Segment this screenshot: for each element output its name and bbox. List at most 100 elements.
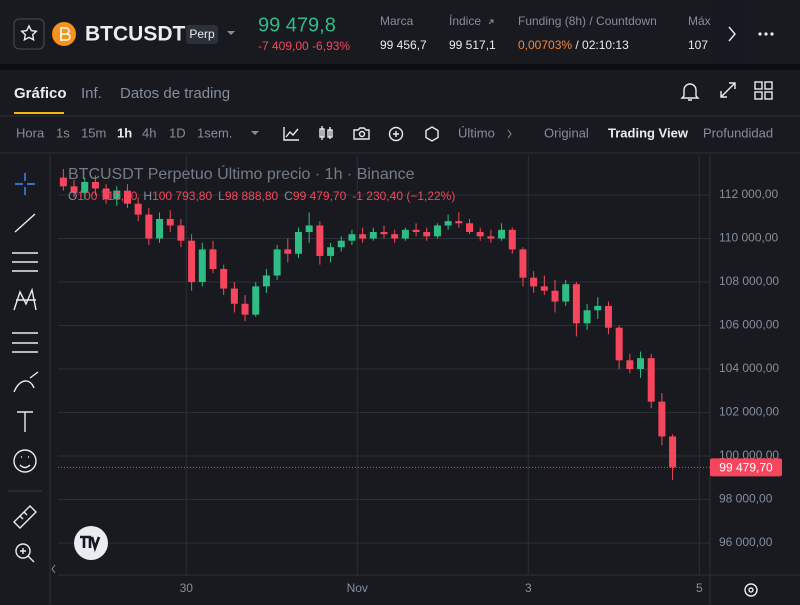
candle-body — [241, 303, 249, 315]
interval[interactable]: 1s — [56, 125, 70, 140]
collapse-toolbar[interactable] — [51, 564, 56, 574]
symbol-dropdown[interactable] — [227, 31, 235, 35]
candle-body — [81, 181, 89, 193]
price-type[interactable]: Último — [458, 125, 495, 140]
candle-body — [230, 288, 238, 304]
indicator-icon[interactable] — [283, 127, 299, 141]
crosshair-tool[interactable] — [15, 173, 35, 195]
interval-dropdown[interactable] — [251, 131, 259, 135]
funding-value: 0,00703% / 02:10:13 — [518, 38, 629, 52]
candle-body — [359, 234, 367, 239]
interval[interactable]: Hora — [16, 125, 45, 140]
price-type-arrow — [507, 129, 512, 139]
candle-body — [166, 218, 174, 226]
candle-body — [487, 236, 495, 239]
candle-body — [401, 229, 409, 239]
y-tick-label: 106 000,00 — [719, 318, 779, 332]
candle-body — [145, 214, 153, 239]
scroll-right[interactable] — [728, 26, 736, 42]
y-tick-label: 112 000,00 — [719, 187, 778, 201]
interval[interactable]: 4h — [142, 125, 156, 140]
x-tick-label: 3 — [525, 581, 532, 595]
ohlc-value: 98 888,80 — [225, 189, 279, 203]
x-tick-label: 5 — [696, 581, 703, 595]
candle-body — [337, 240, 345, 248]
y-tick-label: 108 000,00 — [719, 274, 779, 288]
candle-body — [348, 234, 356, 241]
candle-body — [177, 225, 185, 241]
fade — [712, 0, 748, 64]
candle-body — [508, 229, 516, 250]
current-price-label: 99 479,70 — [719, 461, 773, 475]
fib-tool[interactable] — [12, 252, 38, 272]
candle-body — [198, 249, 206, 283]
ohlc-value: 100 710,00 — [77, 189, 137, 203]
zoom-tool[interactable] — [15, 543, 31, 559]
screenshot-icon[interactable] — [353, 127, 370, 140]
tab[interactable]: Datos de trading — [120, 85, 230, 102]
view-tab[interactable]: Profundidad — [703, 125, 773, 140]
text-tool[interactable] — [17, 411, 33, 432]
ohlc-value: 99 479,70 — [293, 189, 347, 203]
interval[interactable]: 1sem. — [197, 125, 232, 140]
candle-body — [252, 286, 260, 315]
interval-bar: Hora 1s 15m 1h 4h 1D 1sem. — [16, 125, 232, 140]
candle-body — [572, 284, 580, 324]
drawing-toolbar — [8, 173, 42, 563]
tv-logo — [74, 526, 108, 560]
candle-body — [273, 249, 281, 276]
candle-body — [540, 286, 548, 291]
layout-icon[interactable] — [754, 81, 773, 100]
projection-tool[interactable] — [12, 332, 38, 353]
candle-body — [156, 218, 164, 239]
add-icon[interactable] — [388, 126, 404, 142]
settings-icon[interactable] — [425, 126, 439, 142]
axis-settings[interactable] — [744, 583, 758, 597]
view-tab[interactable]: Original — [544, 125, 589, 140]
candle-body — [369, 231, 377, 239]
pattern-tool[interactable] — [13, 287, 37, 311]
candle-body — [626, 360, 634, 370]
stat-value: 107 — [688, 38, 708, 52]
alert-icon[interactable] — [680, 83, 700, 101]
interval[interactable]: 1D — [169, 125, 186, 140]
more-button[interactable] — [758, 32, 774, 36]
trendline-tool[interactable] — [14, 213, 36, 233]
candle-body — [583, 310, 591, 324]
tab-active[interactable]: Gráfico — [14, 85, 67, 102]
contract-badge — [186, 25, 218, 44]
candle-type-icon[interactable] — [319, 126, 333, 140]
candle-body — [391, 234, 399, 239]
x-tick-label: 30 — [180, 581, 194, 595]
expand-icon[interactable] — [720, 82, 736, 98]
candle-body — [594, 305, 602, 311]
tab[interactable]: Inf. — [81, 85, 102, 102]
interval[interactable]: 15m — [81, 125, 106, 140]
candle-body — [647, 358, 655, 402]
candle-body — [123, 190, 131, 204]
stat-label: Índice — [449, 13, 481, 28]
symbol[interactable]: BTCUSDT — [85, 23, 185, 46]
ruler-tool[interactable] — [13, 505, 37, 529]
stat-value: 99 517,1 — [449, 38, 496, 52]
candle-body — [262, 275, 270, 287]
candle-body — [113, 190, 121, 200]
contract: Perp — [189, 27, 215, 41]
candle-body — [658, 401, 666, 437]
last-price: 99 479,8 — [258, 14, 336, 36]
legend-change: -1 230,40 (−1,22%) — [352, 189, 455, 203]
candle-body — [327, 247, 335, 256]
emoji-tool[interactable] — [13, 449, 37, 473]
candle-body — [615, 327, 623, 361]
stat-label: Máx — [688, 14, 711, 28]
favorite-button[interactable] — [13, 18, 45, 50]
candle-body — [637, 358, 645, 370]
view-tab-active[interactable]: Trading View — [608, 125, 689, 140]
candle-body — [423, 231, 431, 237]
brush-tool[interactable] — [13, 371, 39, 393]
panel — [0, 70, 800, 605]
interval-active[interactable]: 1h — [117, 125, 132, 140]
stat-value: 99 456,7 — [380, 38, 427, 52]
candle-body — [444, 221, 452, 226]
funding: 0,00703% — [518, 38, 572, 52]
